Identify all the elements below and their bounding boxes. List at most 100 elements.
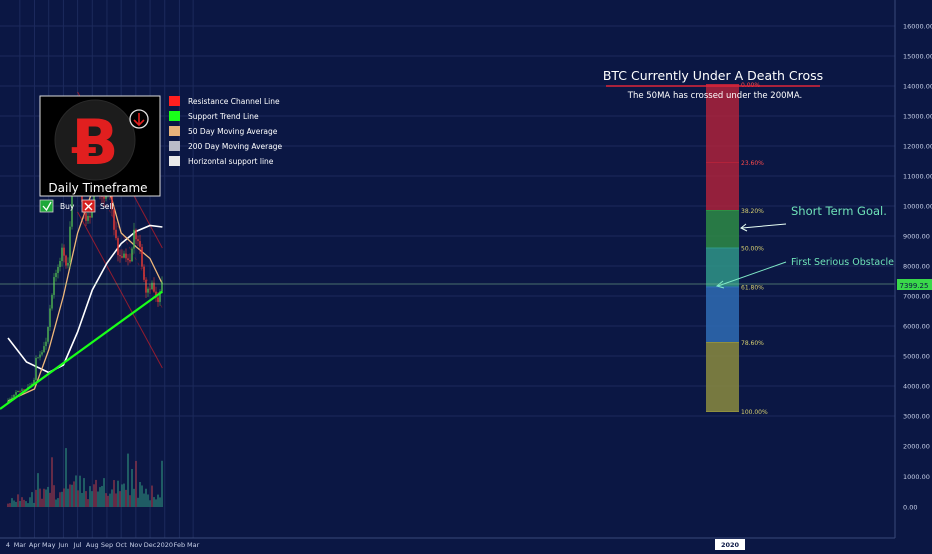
y-tick-label: 10000.00 [903,203,932,211]
x-tick-label: 4 [6,541,10,549]
y-tick-label: 3000.00 [903,413,930,421]
legend-swatch-hsupport [169,156,180,166]
bitcoin-glyph: Ƀ [71,106,118,179]
candle-body [35,357,37,380]
volume-bar [73,481,75,507]
x-tick-label: Sep [101,541,113,549]
y-tick-label: 16000.00 [903,23,932,31]
volume-bar [49,492,51,507]
chart-subtitle: The 50MA has crossed under the 200MA. [627,91,802,101]
y-tick-label: 8000.00 [903,263,930,271]
y-tick-label: 15000.00 [903,53,932,61]
candle-body [7,400,9,403]
support-trend-path [0,290,164,410]
candle-body [19,390,21,392]
x-tick-label: Dec [144,541,157,549]
candle-body [47,326,49,342]
legend-swatch-resistance [169,96,180,106]
volume-bar [141,485,143,507]
legend-label-resistance: Resistance Channel Line [188,97,280,106]
candle-body [131,248,133,262]
volume-bar [47,486,49,507]
volume-bar [101,485,103,507]
candle-body [141,246,143,267]
volume-bar [13,500,15,507]
candle-body [9,398,11,401]
volume-tick-label: 1000.00 [903,473,930,481]
volume-bar [35,489,37,507]
x-tick-label: Jul [73,541,82,549]
volume-bar [87,499,89,507]
x-tick-label: Mar [14,541,27,549]
fib-band [706,162,739,211]
candle-body [87,215,89,221]
volume-bars [7,448,163,507]
candle-body [49,308,51,327]
x-tick-label: Oct [116,541,128,549]
volume-bar [69,484,71,507]
volume-bar [55,499,57,507]
x-tick-label: May [42,541,56,549]
y-tick-label: 12000.00 [903,143,932,151]
candle-body [53,277,55,295]
volume-bar [159,497,161,507]
fib-band [706,287,739,343]
fib-band [706,84,739,163]
candle-body [129,260,131,262]
candle-body [151,282,153,290]
volume-bar [83,478,85,507]
y-tick-label: 11000.00 [903,173,932,181]
volume-bar [31,492,33,507]
fib-level-label: 23.60% [741,160,764,167]
volume-bar [81,492,83,507]
volume-bar [117,480,119,507]
volume-bar [109,493,111,507]
y-tick-label: 7000.00 [903,293,930,301]
volume-bar [151,485,153,507]
candle-body [71,186,73,227]
candle-body [161,281,163,292]
candle-body [45,341,47,347]
candle-body [91,211,93,218]
volume-tick-label: 2000.00 [903,443,930,451]
candle-body [11,397,13,399]
fib-level-label: 38.20% [741,208,764,215]
volume-bar [97,491,99,507]
volume-bar [161,460,163,507]
volume-bar [65,448,67,507]
candle-body [67,262,69,266]
volume-bar [99,487,101,507]
legend-label-hsupport: Horizontal support line [188,157,274,166]
volume-bar [113,480,115,507]
legend-label-ma200: 200 Day Moving Average [188,142,283,151]
volume-bar [89,486,91,507]
volume-bar [33,502,35,507]
candle-body [15,392,17,395]
candle-body [119,255,121,257]
volume-bar [67,488,69,507]
volume-bar [103,478,105,507]
candle-body [21,389,23,391]
bitcoin-logo-icon [54,99,136,181]
volume-bar [149,500,151,507]
chart-title: BTC Currently Under A Death Cross [603,68,823,83]
down-arrow-icon [129,109,149,129]
volume-bar [63,488,65,507]
volume-bar [95,479,97,507]
x-axis-highlight-box [715,539,745,550]
x-tick-label: Nov [130,541,143,549]
y-tick-label: 6000.00 [903,323,930,331]
volume-bar [135,460,137,507]
volume-bar [37,473,39,507]
candle-body [133,229,135,249]
volume-bar [129,495,131,507]
x-tick-label: 2020 [156,541,173,549]
first-obstacle-arrow [717,261,787,287]
candle-body [65,255,67,266]
fibonacci-retracement: 0.00%23.60%38.20%50.00%61.80%78.60%100.0… [706,82,768,416]
down-arrow-glyph [133,113,145,127]
volume-bar [41,498,43,507]
volume-bar [123,483,125,507]
volume-bar [91,491,93,507]
